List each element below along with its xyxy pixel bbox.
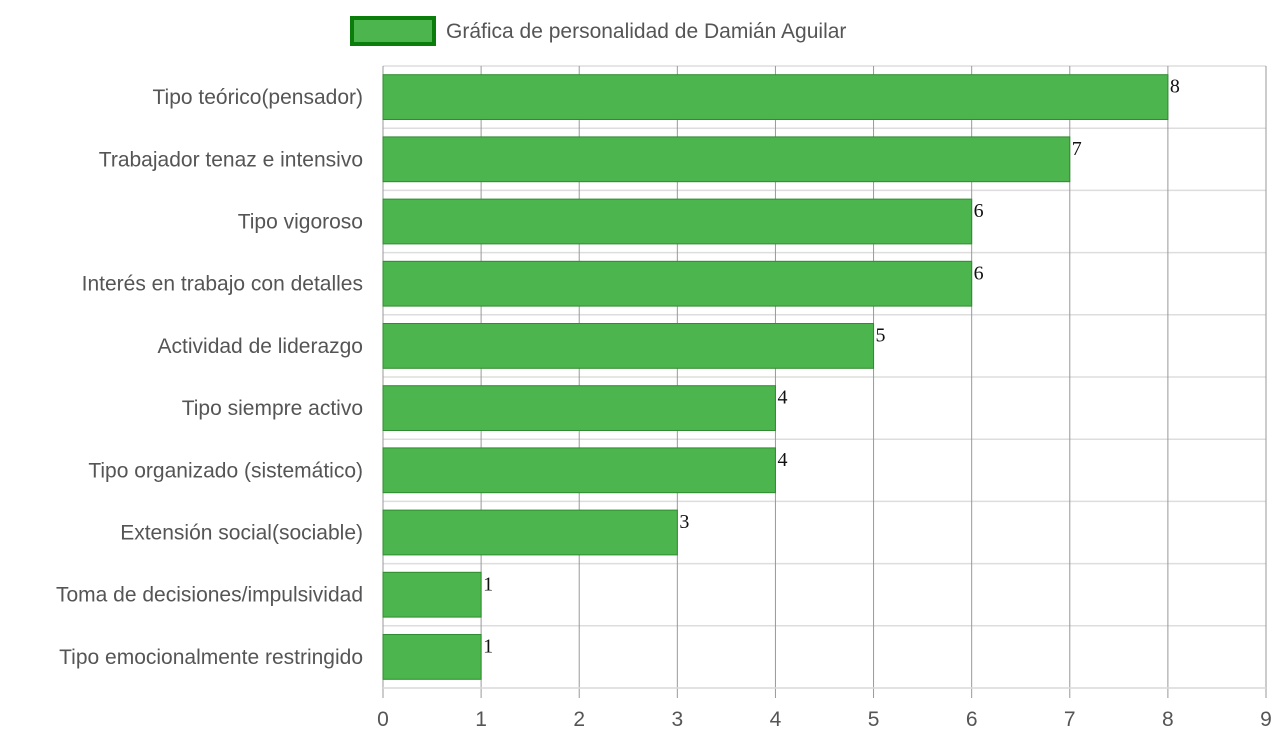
category-label: Tipo teórico(pensador) (153, 86, 364, 109)
category-label: Tipo vigoroso (238, 211, 363, 234)
category-label: Tipo organizado (sistemático) (88, 459, 363, 482)
data-label: 1 (483, 573, 493, 595)
legend-swatch (350, 16, 436, 46)
bar[interactable] (382, 385, 776, 431)
x-tick-label: 0 (377, 708, 389, 731)
bars: 8 7 6 6 5 4 4 3 1 1 (382, 74, 1180, 680)
bar[interactable] (382, 571, 482, 618)
data-label: 8 (1170, 76, 1180, 98)
bar[interactable] (382, 198, 973, 245)
x-tick-label: 8 (1162, 708, 1174, 731)
bar[interactable] (382, 447, 776, 494)
category-label: Actividad de liderazgo (158, 335, 363, 358)
x-tick-label: 5 (868, 708, 880, 731)
x-tick-label: 1 (475, 708, 487, 731)
bar[interactable] (382, 260, 973, 307)
x-tick-label: 9 (1260, 708, 1272, 731)
bar[interactable] (382, 136, 1071, 183)
data-label: 4 (777, 449, 787, 471)
data-label: 4 (777, 387, 787, 409)
legend-label: Gráfica de personalidad de Damián Aguila… (446, 20, 846, 43)
data-label: 5 (876, 325, 886, 347)
category-label: Tipo siempre activo (182, 397, 363, 420)
bar[interactable] (382, 634, 482, 680)
legend[interactable]: Gráfica de personalidad de Damián Aguila… (350, 16, 846, 46)
category-label: Tipo emocionalmente restringido (59, 646, 363, 669)
x-tick-label: 4 (770, 708, 782, 731)
category-label: Interés en trabajo con detalles (82, 273, 363, 296)
category-label: Trabajador tenaz e intensivo (99, 148, 363, 171)
x-tick-label: 3 (671, 708, 683, 731)
x-tick-label: 6 (966, 708, 978, 731)
data-label: 3 (679, 511, 689, 533)
x-tick-label: 2 (573, 708, 585, 731)
data-label: 7 (1072, 138, 1082, 160)
category-label: Toma de decisiones/impulsividad (56, 584, 363, 607)
bar[interactable] (382, 509, 678, 556)
x-axis-ticks: 0 1 2 3 4 5 6 7 8 9 (377, 708, 1272, 731)
data-label: 6 (974, 262, 984, 284)
x-tick-label: 7 (1064, 708, 1076, 731)
category-labels: Tipo teórico(pensador) Trabajador tenaz e… (56, 86, 363, 669)
data-label: 6 (974, 200, 984, 222)
bar[interactable] (382, 74, 1169, 120)
data-label: 1 (483, 636, 493, 658)
bar[interactable] (382, 323, 875, 369)
category-label: Extensión social(sociable) (120, 522, 363, 545)
